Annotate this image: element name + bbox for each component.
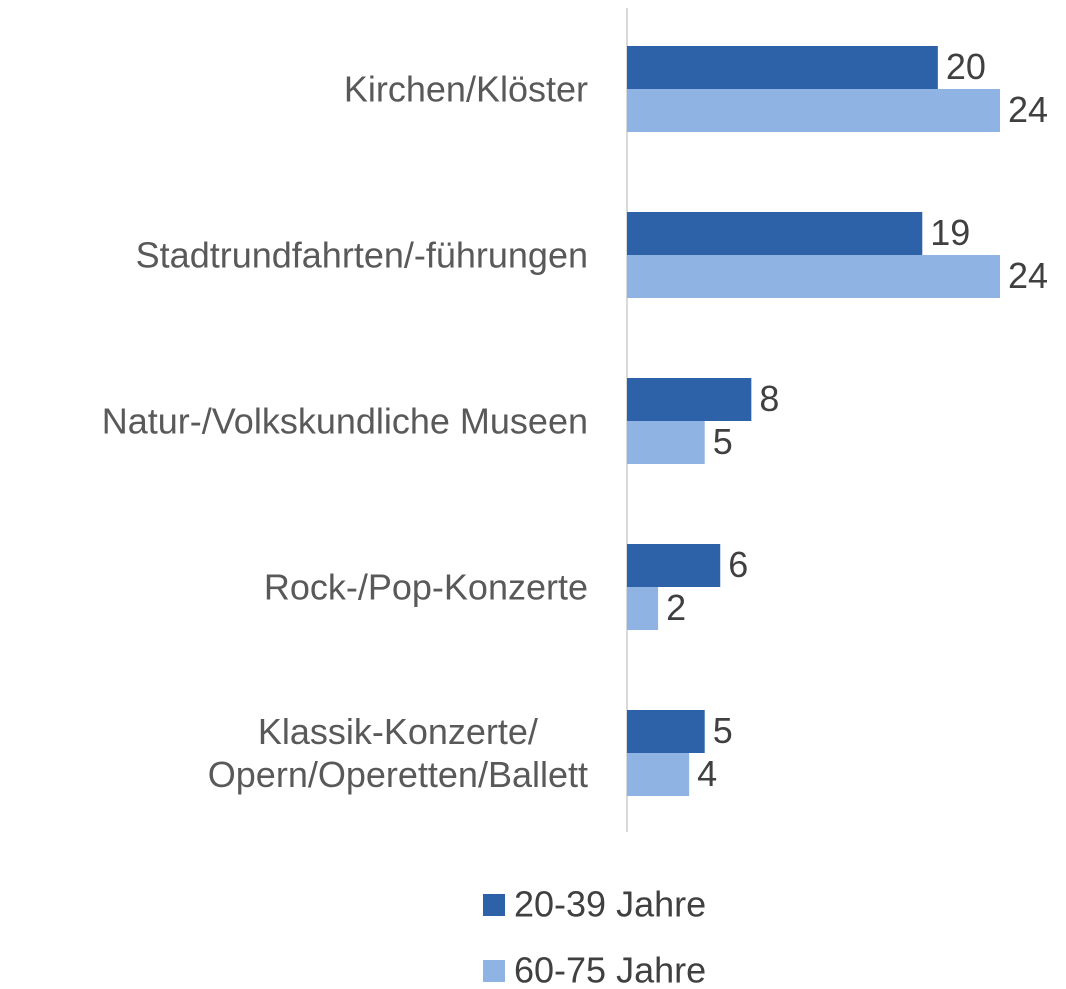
bar [627, 421, 705, 464]
legend-label: 20-39 Jahre [514, 884, 706, 925]
category-label: Rock-/Pop-Konzerte [263, 566, 588, 608]
bar [627, 544, 721, 587]
data-label: 4 [697, 753, 717, 794]
bar [627, 255, 1000, 298]
legend-label: 60-75 Jahre [514, 950, 706, 989]
category-label: Natur-/Volkskundliche Museen [101, 400, 588, 442]
bar [627, 46, 938, 89]
category-label: Stadtrundfahrten/-führungen [135, 234, 588, 276]
data-label: 24 [1008, 89, 1048, 130]
bar [627, 378, 752, 421]
data-label: 19 [930, 212, 970, 253]
legend-swatch [483, 960, 505, 982]
bar [627, 753, 690, 796]
category-label: Kirchen/Klöster [343, 68, 588, 110]
bar [627, 212, 923, 255]
data-label: 5 [713, 710, 733, 751]
legend-swatch [483, 894, 505, 916]
bar [627, 710, 705, 753]
data-label: 24 [1008, 255, 1048, 296]
data-label: 20 [946, 46, 986, 87]
data-label: 8 [759, 378, 779, 419]
bar [627, 587, 659, 630]
bar [627, 89, 1000, 132]
category-label: Klassik-Konzerte/ Opern/Operetten/Ballet… [207, 711, 588, 795]
data-label: 5 [713, 421, 733, 462]
data-label: 2 [666, 587, 686, 628]
data-label: 6 [728, 544, 748, 585]
